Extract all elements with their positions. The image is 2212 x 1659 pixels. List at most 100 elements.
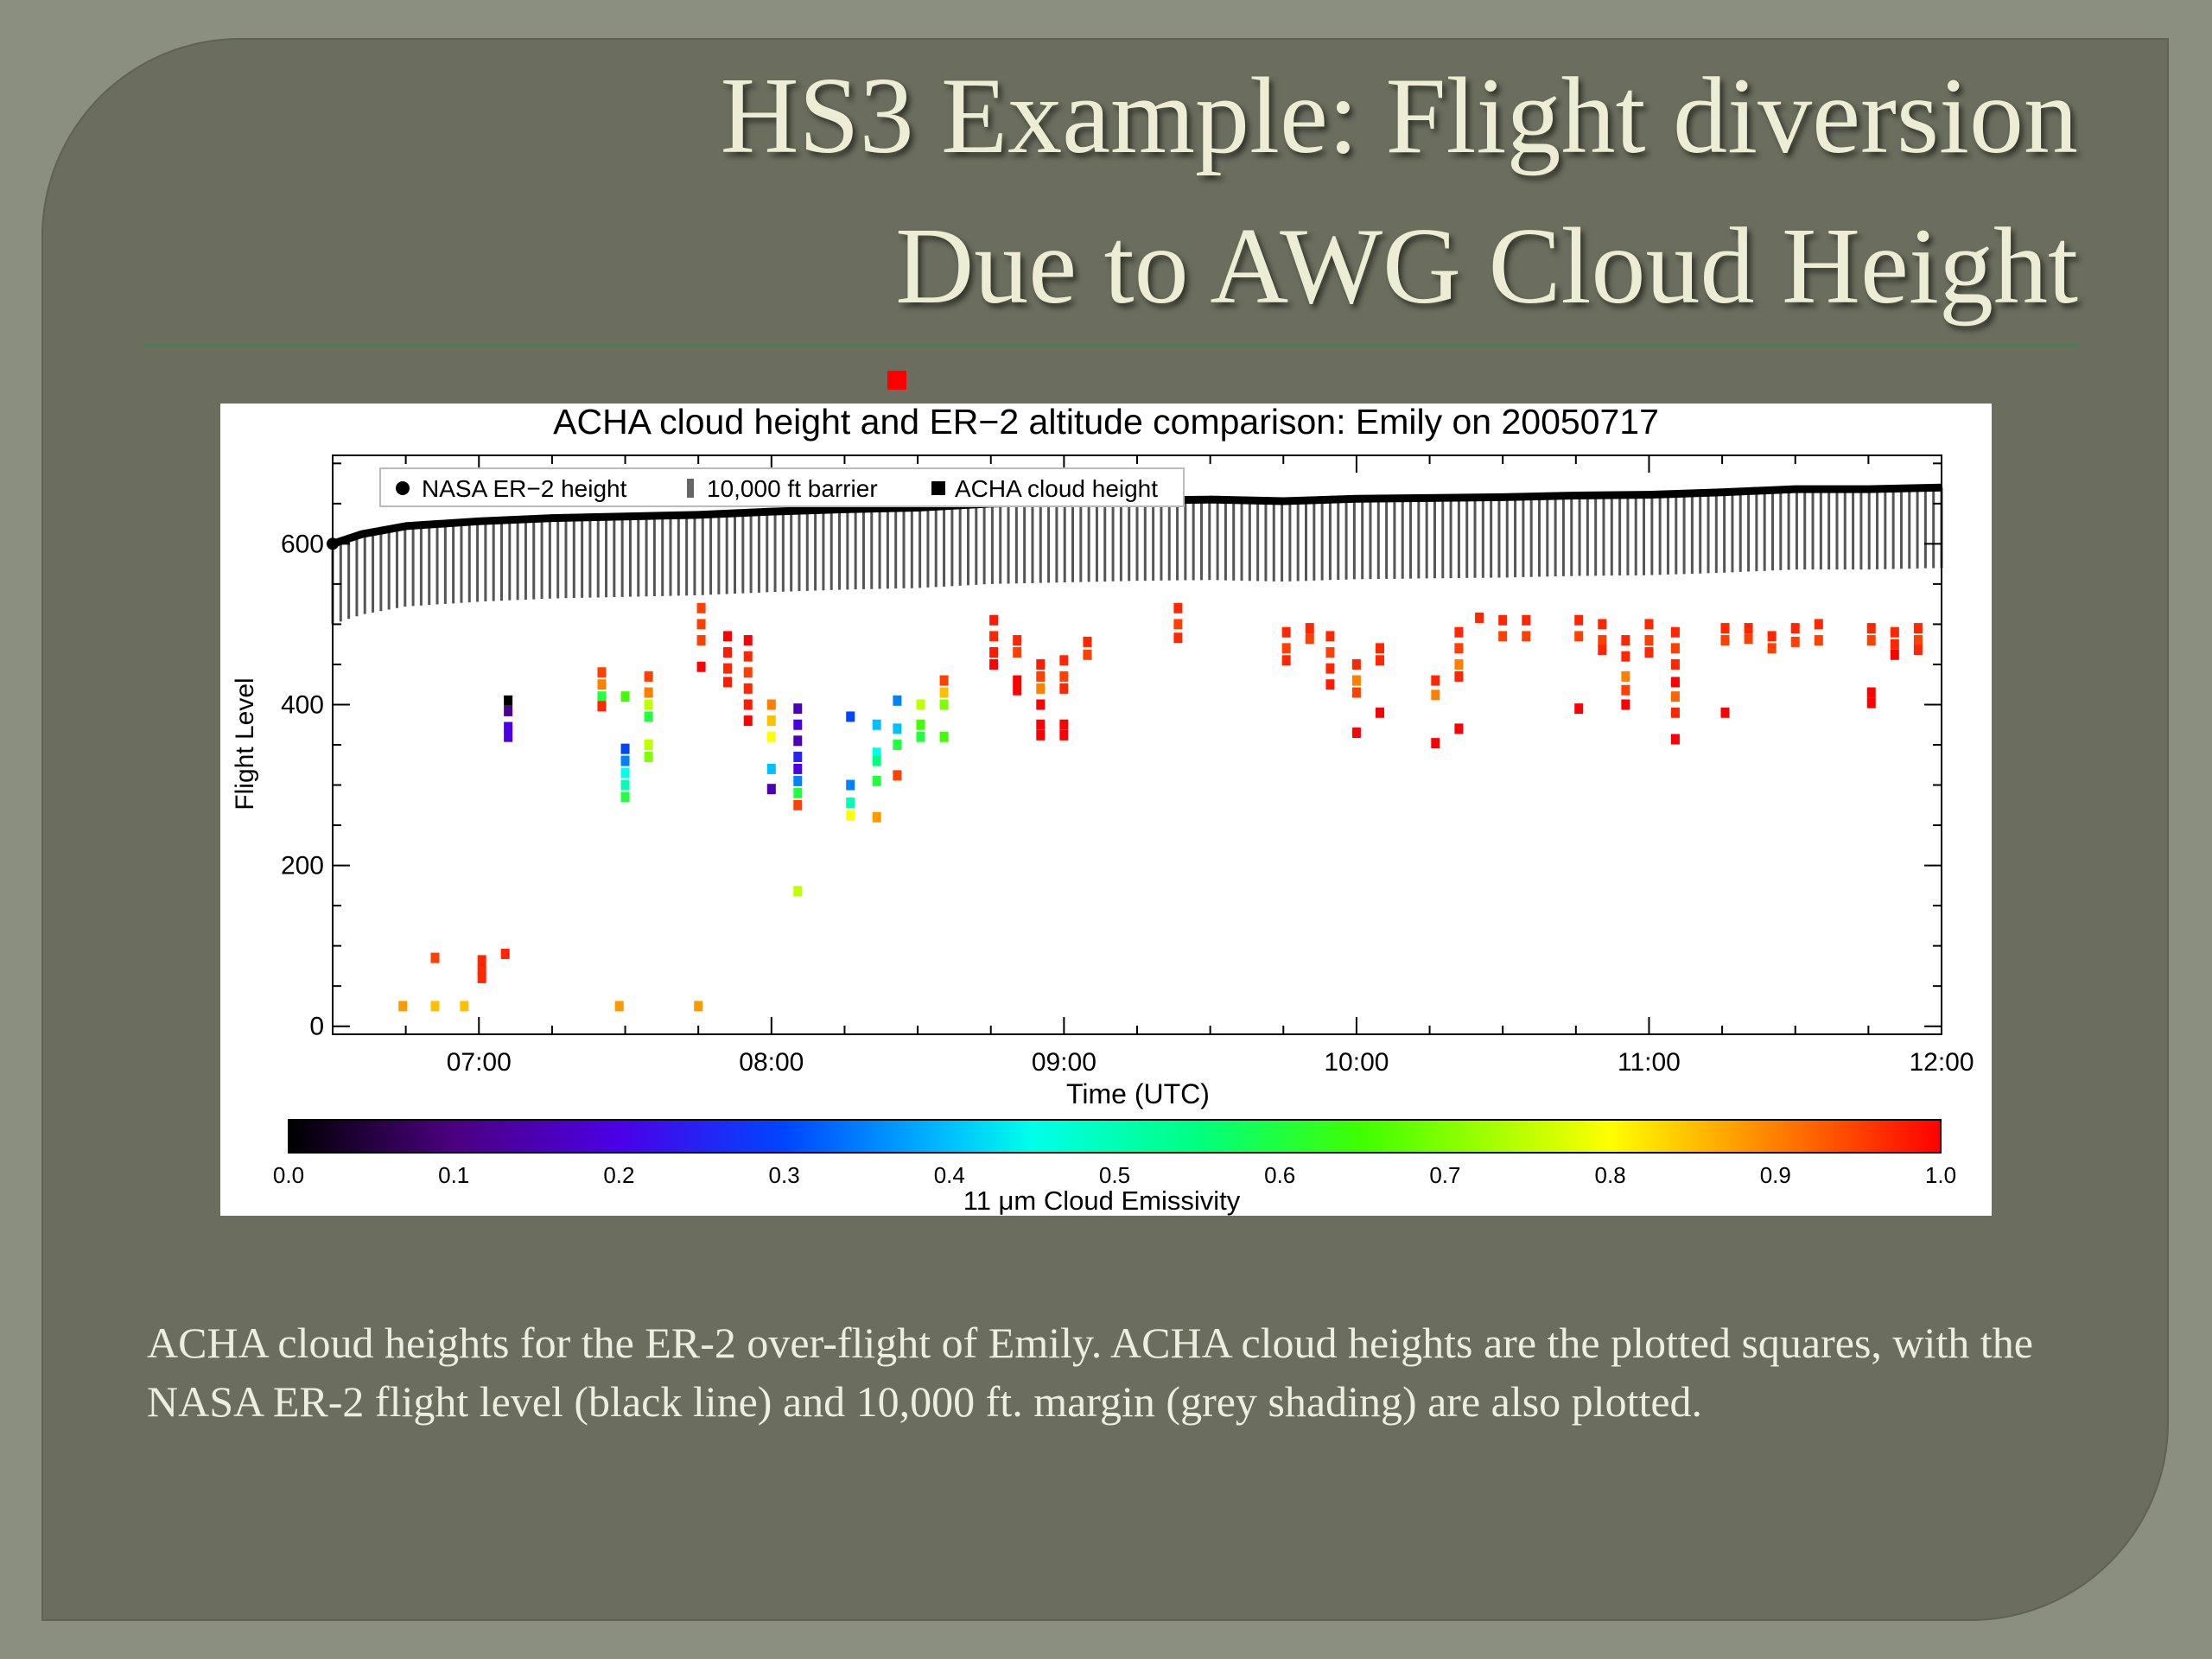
cloud-height-point [743,635,753,646]
cloud-height-point [1351,658,1361,670]
cloud-height-point [1790,623,1800,634]
cloud-height-point [1375,643,1384,654]
cloud-height-point [696,619,706,630]
cloud-height-point [1621,684,1630,696]
cloud-height-point [398,1001,408,1012]
chart-title: ACHA cloud height and ER−2 altitude comp… [553,404,1659,442]
cloud-height-point [1720,635,1730,646]
cloud-height-point [644,671,653,682]
slide-title-line-2: Due to AWG Cloud Height [895,207,2078,327]
cloud-height-point [1621,651,1630,662]
cloud-height-point [620,779,630,791]
x-axis: 07:00 08:00 09:00 10:00 11:00 12:00 [332,455,1974,1077]
y-tick-label: 600 [281,530,324,558]
cloud-height-point [872,811,881,823]
cloud-height-point [504,721,513,733]
slide-title-line-1: HS3 Example: Flight diversion [720,56,2078,176]
cloud-height-point [620,791,630,803]
cloud-height-point [1431,690,1440,701]
cloud-height-point [1059,671,1069,682]
colorbar-label: 11 μm Cloud Emissivity [963,1185,1241,1216]
slide-caption: ACHA cloud heights for the ER-2 over-fli… [147,1319,2033,1426]
cloud-height-point [1325,663,1335,674]
cloud-height-point [1375,707,1384,718]
x-tick-label: 09:00 [1032,1048,1096,1077]
colorbar-ticks: 0.0 0.1 0.2 0.3 0.4 0.5 0.6 0.7 0.8 0.9 1.0 [273,1162,1956,1188]
x-tick-label: 07:00 [447,1048,512,1077]
cloud-height-point [1670,658,1680,670]
cloud-height-point [916,699,925,710]
colorbar-tick-label: 0.4 [934,1162,965,1188]
cloud-height-point [430,952,440,963]
cloud-height-point [1281,626,1291,638]
cloud-height-point [1173,602,1183,613]
cloud-height-point [1644,646,1654,658]
cloud-height-point [1913,635,1923,646]
cloud-height-point [743,699,753,710]
cloud-height-point [694,1001,703,1012]
cloud-height-point [1013,635,1022,646]
cloud-height-point [793,799,803,810]
cloud-height-point [1670,707,1680,718]
cloud-height-point [793,787,803,798]
cloud-height-point [597,679,607,690]
cloud-height-point [793,886,803,897]
legend-entry-er2: NASA ER−2 height [422,475,627,502]
cloud-height-point [1621,699,1630,710]
x-tick-label: 12:00 [1909,1048,1974,1077]
legend: NASA ER−2 height 10,000 ft barrier ACHA … [379,467,1185,507]
cloud-height-point [1305,633,1314,645]
cloud-height-point [1454,658,1464,670]
cloud-height-point [1013,684,1022,696]
cloud-height-point [1670,643,1680,654]
cloud-height-point [1431,675,1440,686]
cloud-height-point [696,602,706,613]
cloud-height-point [846,810,855,821]
colorbar-tick-label: 0.0 [273,1162,304,1188]
cloud-height-point [1036,683,1046,694]
cloud-height-point [793,751,803,762]
cloud-height-point [939,687,949,698]
cloud-height-point [1454,643,1464,654]
cloud-height-point [872,755,881,766]
cloud-height-point [1913,623,1923,634]
colorbar-tick-label: 0.5 [1099,1162,1130,1188]
cloud-height-point [1281,643,1291,654]
cloud-height-point [1720,707,1730,718]
cloud-height-point [1173,619,1183,630]
cloud-height-point [477,955,486,966]
cloud-height-point [620,743,630,754]
cloud-height-point [597,691,607,702]
cloud-height-point [620,755,630,766]
cloud-height-point [1720,623,1730,634]
cloud-height-point [1814,635,1823,646]
red-marker-square [887,371,906,390]
cloud-height-point [1744,633,1753,645]
cloud-height-point [723,646,733,658]
cloud-height-point [1866,687,1876,698]
cloud-height-point [1454,671,1464,682]
cloud-height-point [1431,738,1440,749]
cloud-height-point [939,675,949,686]
cloud-height-point [1036,658,1046,670]
cloud-height-point [893,740,902,750]
cloud-height-point [766,699,776,710]
cloud-height-point [644,699,653,710]
cloud-height-point [644,711,653,722]
cloud-height-point [1598,645,1607,656]
cloud-height-point [766,763,776,774]
legend-entry-barrier: 10,000 ft barrier [707,475,878,502]
title-divider [143,344,2078,346]
cloud-height-point [620,767,630,779]
colorbar-tick-label: 1.0 [1925,1162,1956,1188]
y-tick-label: 200 [281,852,324,880]
cloud-height-point [1036,729,1046,741]
cloud-height-point [1598,635,1607,646]
cloud-height-point [872,747,881,759]
cloud-height-point [989,614,999,626]
x-tick-label: 11:00 [1618,1048,1681,1077]
colorbar-tick-label: 0.6 [1264,1162,1295,1188]
cloud-height-point [916,731,925,742]
cloud-height-point [1036,671,1046,682]
cloud-height-point [1351,728,1361,739]
